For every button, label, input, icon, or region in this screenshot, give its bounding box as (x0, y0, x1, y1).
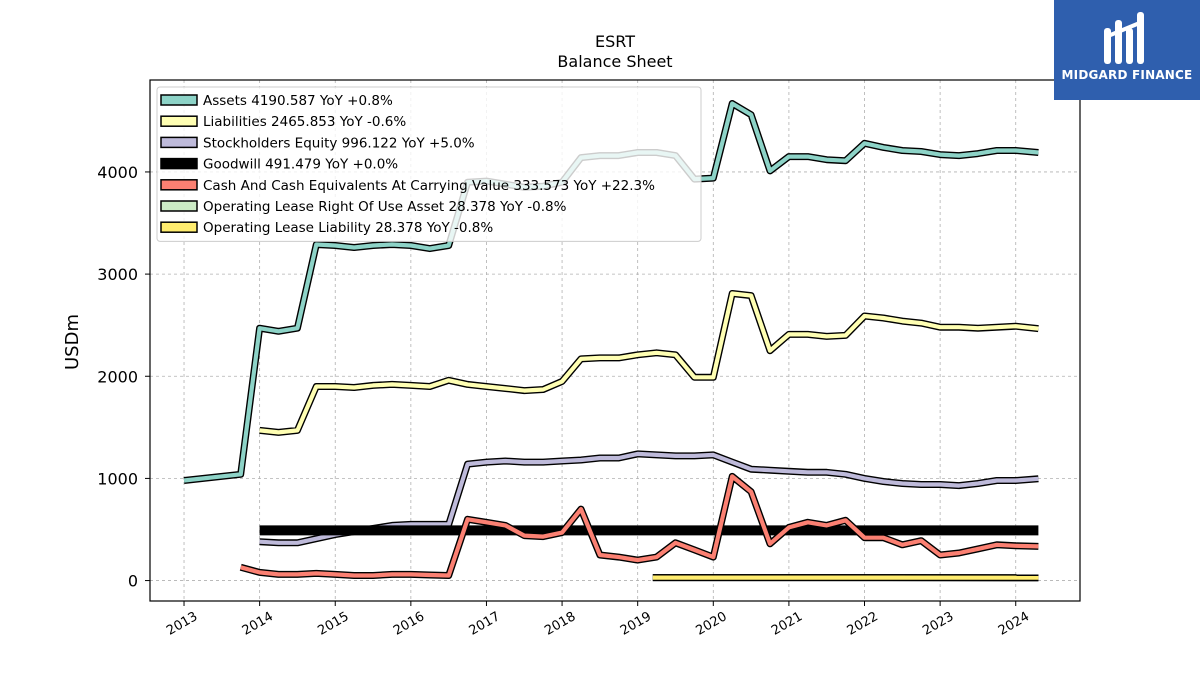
legend: Assets 4190.587 YoY +0.8% Liabilities 246… (156, 86, 702, 242)
chart-title: ESRT (595, 32, 635, 51)
series-liabilities (259, 290, 1039, 436)
legend-item: Operating Lease Liability 28.378 YoY -0.… (160, 220, 493, 236)
legend-label: Cash And Cash Equivalents At Carrying Va… (203, 178, 655, 194)
legend-swatch (160, 94, 198, 106)
series-line (240, 474, 1039, 578)
plot-frame (149, 79, 1081, 602)
x-tick-label: 2016 (391, 609, 427, 639)
legend-swatch (160, 221, 198, 233)
y-tick-label: 2000 (97, 367, 138, 386)
x-tick-label: 2024 (996, 609, 1032, 639)
legend-label: Liabilities 2465.853 YoY -0.6% (203, 114, 406, 130)
x-tick-label: 2013 (164, 609, 200, 639)
x-tick-label: 2017 (467, 609, 503, 639)
legend-swatch (160, 200, 198, 212)
x-tick-label: 2019 (618, 609, 654, 639)
legend-swatch (160, 115, 198, 127)
x-tick-label: 2014 (240, 609, 276, 639)
brand-mark-icon (1104, 12, 1144, 64)
legend-item: Assets 4190.587 YoY +0.8% (160, 93, 393, 109)
legend-swatch (160, 157, 198, 170)
brand-name: MIDGARD FINANCE (1061, 68, 1193, 82)
legend-swatch (160, 179, 198, 191)
x-tick-label: 2015 (315, 609, 351, 639)
chart-subtitle: Balance Sheet (557, 52, 672, 71)
legend-label: Goodwill 491.479 YoY +0.0% (203, 157, 398, 173)
x-axis: 2013 2014 2015 2016 2017 2018 2019 2020 2021 2022… (164, 601, 1032, 639)
legend-item: Cash And Cash Equivalents At Carrying Va… (160, 178, 655, 194)
legend-label: Assets 4190.587 YoY +0.8% (203, 93, 393, 109)
legend-item: Liabilities 2465.853 YoY -0.6% (160, 114, 406, 130)
plot-area (183, 100, 1039, 582)
legend-item: Stockholders Equity 996.122 YoY +5.0% (160, 135, 475, 151)
legend-box (156, 86, 702, 242)
x-tick-label: 2020 (693, 609, 729, 639)
legend-label: Operating Lease Liability 28.378 YoY -0.… (203, 220, 493, 236)
series-cash-and-cash-equivalents-at-carrying-value (239, 472, 1039, 579)
series-outline (259, 290, 1039, 436)
legend-swatch (160, 136, 198, 149)
y-tick-label: 3000 (97, 265, 138, 284)
y-axis: 0 1000 2000 3000 4000 (97, 163, 150, 591)
x-tick-label: 2018 (542, 609, 578, 639)
x-tick-label: 2023 (920, 609, 956, 639)
series-line (259, 291, 1039, 435)
brand-logo: MIDGARD FINANCE (1054, 0, 1200, 100)
x-tick-label: 2021 (769, 609, 805, 639)
y-axis-label: USDm (62, 314, 83, 370)
y-tick-label: 1000 (97, 469, 138, 488)
legend-item: Operating Lease Right Of Use Asset 28.37… (160, 199, 567, 215)
y-tick-label: 0 (128, 572, 138, 591)
y-tick-label: 4000 (97, 163, 138, 182)
x-tick-label: 2022 (845, 609, 881, 639)
legend-label: Operating Lease Right Of Use Asset 28.37… (203, 199, 567, 215)
legend-item: Goodwill 491.479 YoY +0.0% (160, 157, 398, 173)
legend-label: Stockholders Equity 996.122 YoY +5.0% (203, 135, 475, 151)
